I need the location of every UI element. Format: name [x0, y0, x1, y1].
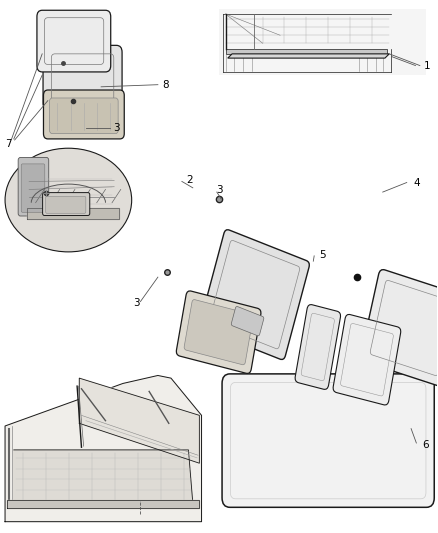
Polygon shape	[5, 375, 201, 522]
Text: 7: 7	[5, 139, 12, 149]
FancyBboxPatch shape	[333, 314, 401, 405]
Text: 3: 3	[113, 123, 120, 133]
FancyBboxPatch shape	[18, 158, 49, 216]
Text: 8: 8	[162, 80, 169, 90]
Polygon shape	[228, 54, 389, 58]
FancyBboxPatch shape	[200, 230, 309, 359]
Polygon shape	[27, 208, 119, 219]
Bar	[219, 9, 426, 75]
Text: 3: 3	[134, 298, 140, 308]
FancyBboxPatch shape	[49, 98, 118, 134]
Text: 2: 2	[186, 175, 193, 185]
FancyBboxPatch shape	[43, 90, 124, 139]
FancyBboxPatch shape	[177, 291, 261, 374]
FancyBboxPatch shape	[295, 304, 340, 390]
Text: 3: 3	[215, 185, 223, 196]
Text: 4: 4	[413, 177, 420, 188]
Text: 5: 5	[319, 250, 325, 260]
Polygon shape	[7, 500, 199, 508]
FancyBboxPatch shape	[222, 374, 434, 507]
Ellipse shape	[5, 148, 132, 252]
Polygon shape	[79, 378, 199, 463]
Polygon shape	[14, 450, 193, 503]
FancyBboxPatch shape	[46, 196, 86, 213]
FancyBboxPatch shape	[43, 45, 122, 110]
FancyBboxPatch shape	[42, 192, 90, 215]
Polygon shape	[226, 49, 387, 54]
FancyBboxPatch shape	[21, 164, 45, 212]
Text: 6: 6	[422, 440, 428, 450]
FancyBboxPatch shape	[231, 306, 264, 336]
Text: 1: 1	[424, 61, 431, 70]
FancyBboxPatch shape	[37, 10, 111, 72]
FancyBboxPatch shape	[184, 300, 253, 365]
FancyBboxPatch shape	[361, 270, 438, 386]
